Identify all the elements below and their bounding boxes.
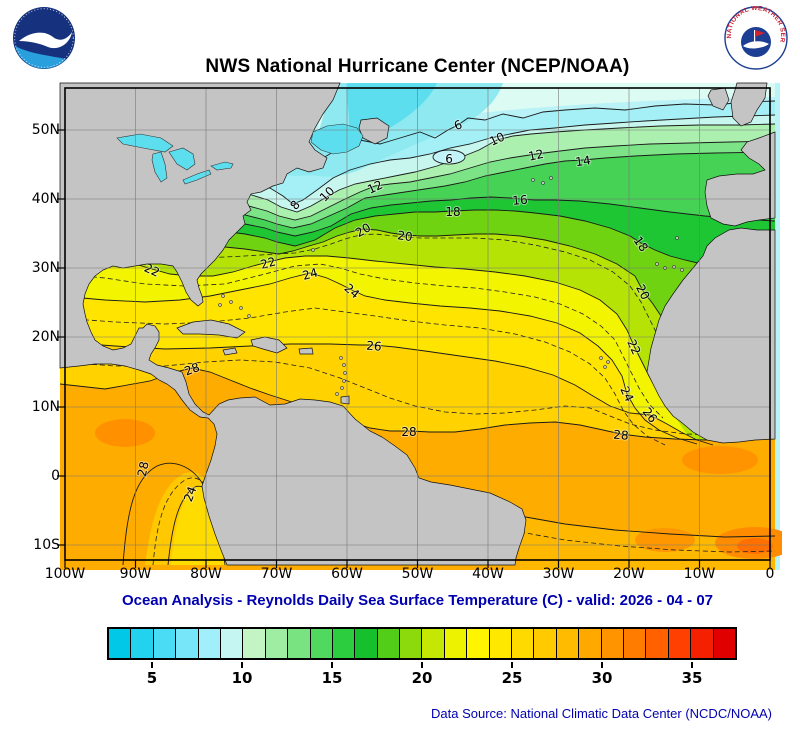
colorbar-tick-label: 30	[591, 669, 613, 687]
great-lake	[116, 133, 174, 153]
colorbar-tick-label: 20	[411, 669, 433, 687]
colorbar-cell	[623, 629, 647, 658]
colorbar-cell	[467, 629, 490, 658]
colorbar-tick-label: 5	[146, 669, 158, 687]
caption: Ocean Analysis - Reynolds Daily Sea Surf…	[121, 592, 714, 609]
map-frame	[64, 87, 771, 561]
noaa-logo	[12, 6, 76, 70]
colorbar-cell	[713, 629, 735, 658]
lon-label: 10W	[683, 566, 716, 582]
colorbar-cell	[109, 629, 132, 658]
colorbar-tick-label: 25	[501, 669, 523, 687]
contour-label: 24	[301, 265, 319, 282]
colorbar-cell	[534, 629, 557, 658]
noaa-gull-icon	[19, 32, 72, 49]
page-title: NWS National Hurricane Center (NCEP/NOAA…	[205, 56, 630, 77]
contour-label: 28	[401, 425, 416, 439]
contour-label: 28	[135, 460, 152, 478]
colorbar-cell	[691, 629, 714, 658]
contour-label: 12	[527, 147, 545, 164]
colorbar-cell	[646, 629, 669, 658]
colorbar-cell	[131, 629, 154, 658]
colorbar-cell	[355, 629, 378, 658]
data-source-note: Data Source: National Climatic Data Cent…	[431, 706, 772, 721]
contour-label: 18	[445, 205, 460, 219]
colorbar-cell	[220, 629, 244, 658]
colorbar-cell	[400, 629, 423, 658]
colorbar-tick	[241, 662, 243, 668]
colorbar-tick	[151, 662, 153, 668]
lon-label: 100W	[44, 566, 86, 582]
landmass	[358, 117, 390, 145]
lon-label: 80W	[190, 566, 222, 582]
colorbar-cell	[243, 629, 266, 658]
landmass	[59, 82, 527, 566]
sst-map: 6 6 8 10 10 12 12 14 16 18 18 20 20 20 22 22 22 24 24 24 24 2…	[53, 76, 795, 572]
contour-label: 14	[574, 153, 591, 169]
colorbar-cell	[198, 629, 221, 658]
colorbar-cell	[601, 629, 624, 658]
colorbar	[107, 627, 737, 660]
lon-label: 40W	[472, 566, 504, 582]
colorbar-tick	[511, 662, 513, 668]
colorbar-cell	[489, 629, 513, 658]
great-lake	[210, 161, 234, 171]
landmass	[704, 131, 776, 227]
lon-label: 30W	[542, 566, 575, 582]
lon-label: 20W	[613, 566, 645, 582]
colorbar-cell	[176, 629, 199, 658]
colorbar-tick-label: 10	[231, 669, 253, 687]
contour-label: 28	[613, 428, 629, 443]
colorbar-tick-label: 15	[321, 669, 343, 687]
lat-label: 10S	[33, 537, 60, 553]
colorbar-cell	[512, 629, 535, 658]
lon-label: 90W	[119, 566, 152, 582]
colorbar-tick-label: 35	[681, 669, 703, 687]
colorbar-cell	[579, 629, 602, 658]
colorbar-cell	[377, 629, 401, 658]
great-lake	[182, 169, 212, 185]
nws-logo: NATIONAL WEATHER SERVICE	[721, 1, 788, 70]
colorbar-cell	[556, 629, 580, 658]
great-lake	[151, 151, 168, 183]
lat-label: 10N	[31, 399, 60, 415]
colorbar-cell	[153, 629, 177, 658]
colorbar-tick	[691, 662, 693, 668]
lat-label: 40N	[31, 191, 60, 207]
lat-label: 50N	[31, 122, 60, 138]
colorbar-tick	[421, 662, 423, 668]
lon-label: 0	[765, 566, 775, 582]
colorbar-cell	[444, 629, 468, 658]
colorbar-cell	[422, 629, 445, 658]
landmass	[730, 82, 768, 127]
colorbar-cell	[332, 629, 356, 658]
contour-label: 24	[617, 384, 636, 404]
lon-label: 50W	[401, 566, 434, 582]
nws-flag-icon	[755, 30, 765, 37]
lat-label: 30N	[31, 260, 60, 276]
colorbar-tick	[601, 662, 603, 668]
lon-label: 60W	[331, 566, 363, 582]
contour-label: 20	[396, 228, 413, 244]
colorbar-cell	[288, 629, 311, 658]
contour-label: 16	[512, 193, 528, 208]
lat-label: 0	[51, 468, 60, 484]
great-lake	[168, 147, 196, 171]
colorbar-tick	[331, 662, 333, 668]
lat-label: 20N	[31, 329, 60, 345]
colorbar-cell	[265, 629, 289, 658]
lon-label: 70W	[260, 566, 293, 582]
colorbar-cell	[310, 629, 333, 658]
contour-label: 24	[181, 484, 199, 503]
gulf-st-lawrence	[310, 123, 364, 155]
contour-label: 28	[182, 360, 201, 378]
contour-label: 26	[366, 339, 382, 354]
landmass	[646, 227, 776, 444]
contour-label: 6	[445, 152, 453, 166]
colorbar-cell	[668, 629, 692, 658]
